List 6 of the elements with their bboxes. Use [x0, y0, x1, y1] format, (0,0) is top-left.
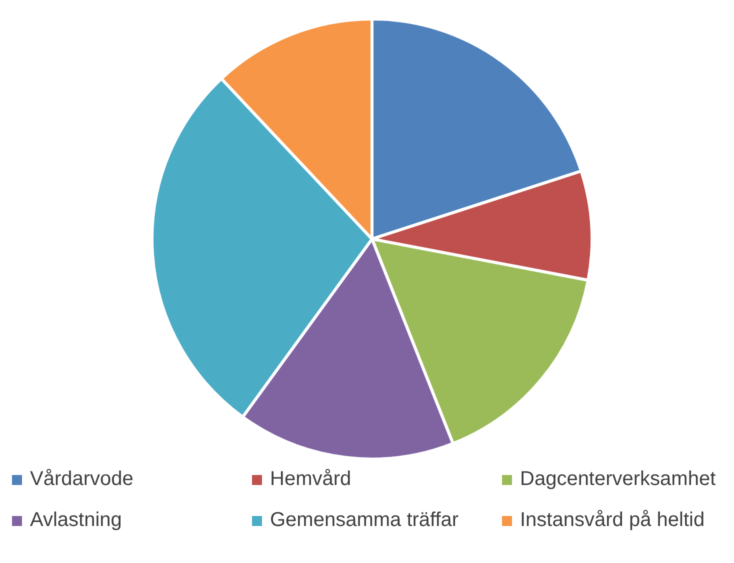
- legend-label: Dagcenterverksamhet: [520, 468, 716, 491]
- legend-label: Gemensamma träffar: [270, 509, 459, 532]
- legend-label: Avlastning: [30, 509, 122, 532]
- legend-label: Hemvård: [270, 468, 352, 491]
- legend-label: Instansvård på heltid: [520, 509, 705, 532]
- legend-label: Vårdarvode: [30, 468, 134, 491]
